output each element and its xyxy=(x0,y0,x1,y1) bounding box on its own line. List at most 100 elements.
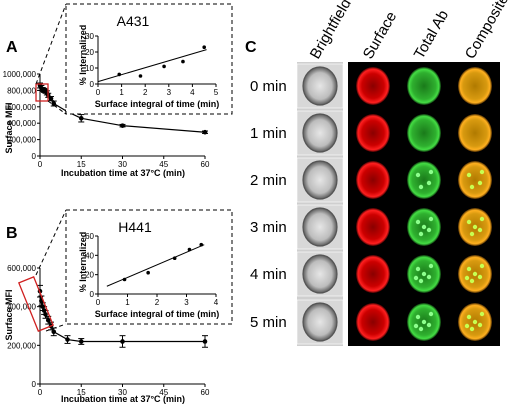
x-tick-label: 0 xyxy=(38,160,43,169)
panel-a-main-plot: Surface MFI Incubation time at 37°C (min… xyxy=(3,70,210,178)
cell-image xyxy=(401,111,447,155)
panel-b-ylabel: Surface MFI xyxy=(4,289,14,340)
data-point xyxy=(199,242,204,247)
vesicle-spot xyxy=(421,224,427,230)
panel-b-inset-xlabel: Surface integral of time (min) xyxy=(95,309,220,319)
y-tick-label: 20 xyxy=(85,271,94,280)
panel-a-zoom-line xyxy=(35,3,67,85)
cell-image xyxy=(452,111,498,155)
x-tick-label: 1 xyxy=(119,88,124,97)
cell-image xyxy=(401,158,447,202)
vesicle-spot xyxy=(479,216,485,222)
data-point xyxy=(202,339,208,344)
vesicle-spot xyxy=(466,219,472,225)
vesicle-spot xyxy=(428,169,434,175)
vesicle-spot xyxy=(415,219,421,225)
cell-image xyxy=(401,205,447,249)
x-tick-label: 3 xyxy=(184,298,189,307)
x-tick-label: 1 xyxy=(125,298,130,307)
panel-b-inset: H441 % Internalized Surface integral of … xyxy=(17,209,233,332)
vesicle-spot xyxy=(421,319,427,325)
column-label: Brightfield xyxy=(307,0,355,62)
x-tick-label: 30 xyxy=(118,160,127,169)
vesicle-spot xyxy=(426,322,432,328)
cell-image xyxy=(401,64,447,108)
panel-a-zoom-line xyxy=(47,100,67,115)
row-label: 1 min xyxy=(250,125,287,142)
y-tick-label: 0 xyxy=(32,380,37,389)
panel-letter-c: C xyxy=(245,39,257,56)
data-point xyxy=(48,96,54,101)
cell-image xyxy=(296,204,344,250)
cell-membrane xyxy=(302,113,338,153)
y-tick-label: 600,000 xyxy=(7,103,36,112)
x-tick-label: 0 xyxy=(96,298,101,307)
row-label: 5 min xyxy=(250,314,287,331)
vesicle-spot xyxy=(477,322,483,328)
data-point xyxy=(120,123,125,128)
cell-body xyxy=(303,67,337,105)
vesicle-spot xyxy=(428,311,434,317)
cell-membrane xyxy=(302,160,338,200)
x-tick-label: 60 xyxy=(201,160,210,169)
y-tick-label: 60 xyxy=(85,232,94,241)
data-point xyxy=(65,337,70,342)
vesicle-spot xyxy=(466,314,472,320)
vesicle-spot xyxy=(469,278,475,284)
panel-b-zoom-line xyxy=(35,209,67,276)
vesicle-spot xyxy=(428,263,434,269)
panel-a-inset-plot: 0 1 2 3 4 5 0 10 20 30 xyxy=(85,32,219,97)
x-tick-label: 0 xyxy=(38,388,43,397)
cell-image xyxy=(350,300,396,344)
cell-body xyxy=(458,67,492,105)
x-tick-label: 60 xyxy=(201,388,210,397)
cell-body xyxy=(303,208,337,246)
cell-image xyxy=(296,110,344,156)
vesicle-spot xyxy=(415,314,421,320)
y-tick-label: 10 xyxy=(85,64,94,73)
y-tick-label: 20 xyxy=(85,48,94,57)
y-tick-label: 0 xyxy=(90,80,95,89)
cell-body xyxy=(356,255,390,293)
vesicle-spot xyxy=(469,326,475,332)
vesicle-spot xyxy=(479,263,485,269)
vesicle-spot xyxy=(464,323,470,329)
x-tick-label: 30 xyxy=(118,388,127,397)
data-point xyxy=(45,317,51,323)
cell-image xyxy=(401,300,447,344)
vesicle-spot xyxy=(472,271,478,277)
data-point xyxy=(172,256,177,261)
data-point xyxy=(162,64,166,69)
cell-body xyxy=(303,303,337,341)
vesicle-spot xyxy=(426,180,432,186)
vesicle-spot xyxy=(477,180,483,186)
data-point xyxy=(51,101,57,106)
y-tick-label: 40 xyxy=(85,251,94,260)
cell-body xyxy=(303,114,337,152)
cell-image xyxy=(401,252,447,296)
x-tick-label: 0 xyxy=(96,88,101,97)
cell-body xyxy=(356,208,390,246)
fluorescence-strip xyxy=(348,62,500,346)
vesicle-spot xyxy=(464,275,470,281)
y-tick-label: 30 xyxy=(85,32,94,41)
y-tick-label: 200,000 xyxy=(7,136,36,145)
panel-b-zoom-line xyxy=(45,323,67,332)
cell-image xyxy=(350,252,396,296)
data-point xyxy=(202,129,208,135)
vesicle-spot xyxy=(469,184,475,190)
panel-b-inset-title: H441 xyxy=(118,219,152,235)
cell-body xyxy=(356,161,390,199)
data-point xyxy=(122,277,127,282)
panel-b-main-plot: Surface MFI Incubation time at 37°C (min… xyxy=(4,264,210,404)
data-point xyxy=(146,270,150,275)
cell-body xyxy=(303,161,337,199)
x-tick-label: 2 xyxy=(143,88,148,97)
column-label: Surface xyxy=(360,9,401,62)
panel-c-image-grid: Brightfield Surface Total Ab Composite 0 min… xyxy=(250,0,512,346)
vesicle-spot xyxy=(479,169,485,175)
cell-body xyxy=(356,114,390,152)
vesicle-spot xyxy=(469,231,475,237)
vesicle-spot xyxy=(472,224,478,230)
